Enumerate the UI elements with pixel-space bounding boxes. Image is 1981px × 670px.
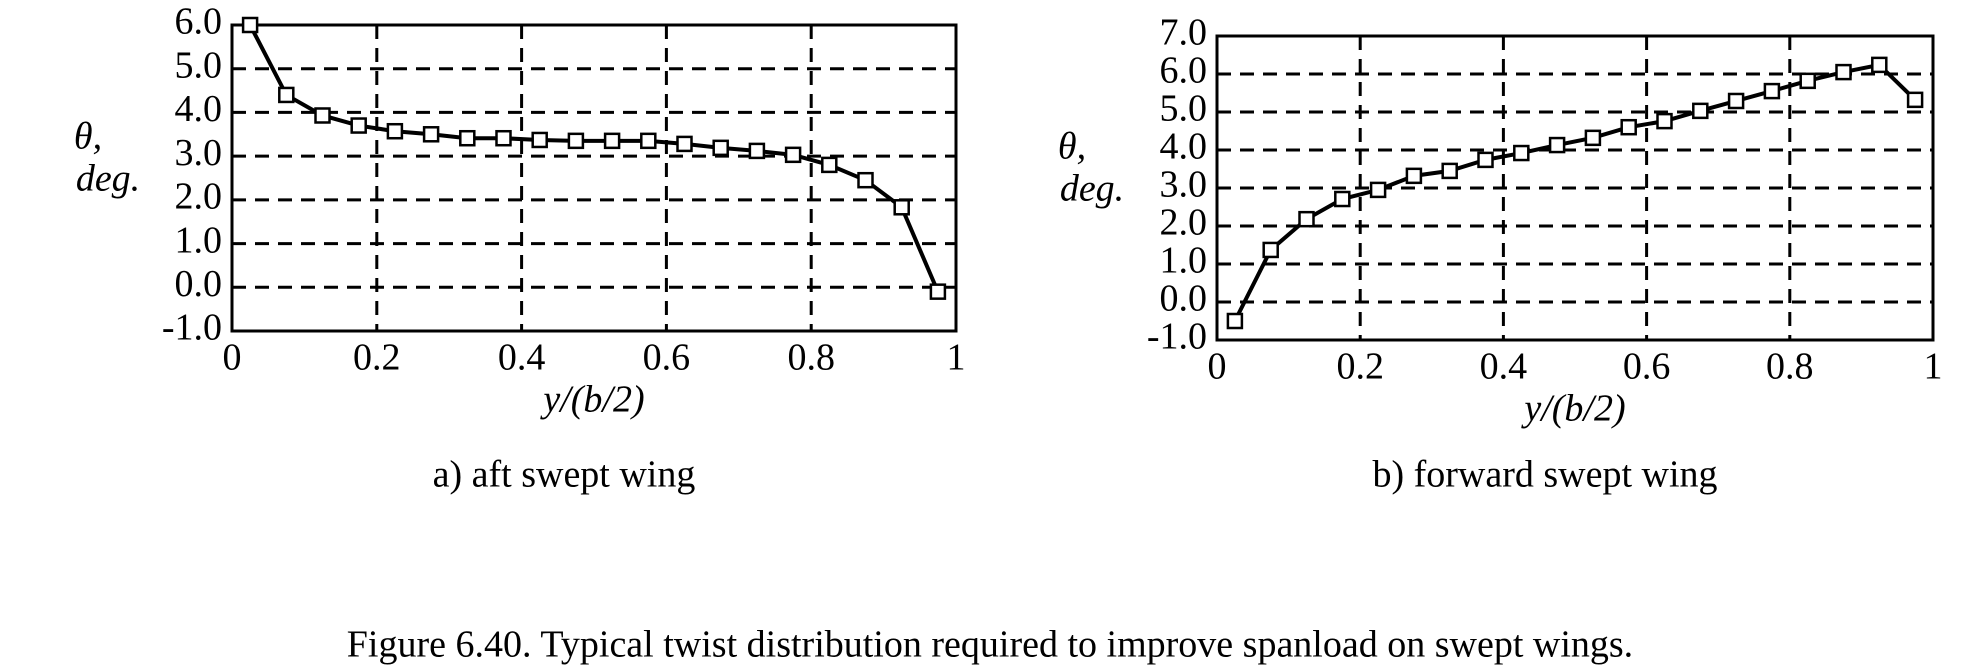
data-point <box>567 132 585 150</box>
y-axis-label: deg. <box>1060 168 1124 210</box>
y-tick-label: 2.0 <box>1160 202 1208 244</box>
data-point <box>893 199 910 216</box>
data-point <box>495 129 512 147</box>
data-point <box>1405 167 1423 185</box>
y-tick-label: 0.0 <box>175 263 223 305</box>
x-tick-label: 1 <box>1924 346 1943 388</box>
y-tick-label: 6.0 <box>175 1 223 43</box>
data-point <box>1298 210 1315 228</box>
data-point <box>712 139 729 157</box>
x-tick-label: 0.8 <box>1766 346 1814 388</box>
data-point <box>1548 136 1566 154</box>
data-point <box>314 107 331 124</box>
plot-frame <box>230 23 958 333</box>
data-point <box>676 135 693 153</box>
data-point <box>1477 151 1494 169</box>
y-tick-label: 6.0 <box>1160 50 1208 92</box>
figure-caption: Figure 6.40. Typical twist distribution … <box>347 624 1633 666</box>
data-point <box>386 122 404 140</box>
y-tick-label: 4.0 <box>1160 126 1208 168</box>
data-point <box>278 86 295 104</box>
data-point <box>350 117 367 134</box>
data-point <box>1441 162 1458 180</box>
plot-frame <box>1215 34 1935 342</box>
data-point <box>748 142 766 160</box>
data-point <box>1871 56 1888 74</box>
data-point <box>784 146 802 164</box>
data-point <box>459 129 476 147</box>
x-tick-label: 0 <box>223 337 242 379</box>
x-tick-label: 0.6 <box>643 337 691 379</box>
x-tick-label: 0.6 <box>1623 346 1671 388</box>
data-point <box>929 283 947 300</box>
data-point <box>1799 72 1816 90</box>
data-point <box>857 171 874 189</box>
data-point <box>1692 102 1709 120</box>
data-point <box>821 156 838 174</box>
chart-title: b) forward swept wing <box>1372 454 1717 496</box>
data-point <box>241 16 259 34</box>
y-axis-label: θ, <box>74 116 102 158</box>
y-tick-label: 3.0 <box>1160 164 1208 206</box>
chart-title: a) aft swept wing <box>433 454 696 496</box>
y-tick-label: 5.0 <box>175 44 223 86</box>
x-tick-label: 0.4 <box>498 337 546 379</box>
y-axis-label: θ, <box>1058 126 1086 168</box>
x-tick-label: 0.2 <box>1336 346 1384 388</box>
data-point <box>1513 144 1530 162</box>
data-point <box>1226 312 1244 330</box>
data-point <box>1334 190 1351 208</box>
y-tick-label: 3.0 <box>175 132 223 174</box>
y-tick-label: 0.0 <box>1160 278 1208 320</box>
x-tick-label: 0 <box>1208 346 1227 388</box>
data-point <box>603 132 621 150</box>
y-axis-label: deg. <box>76 158 140 200</box>
data-point <box>1906 91 1924 109</box>
x-tick-label: 1 <box>947 337 966 379</box>
y-tick-label: 4.0 <box>175 88 223 130</box>
y-tick-label: -1.0 <box>1147 316 1207 358</box>
data-point <box>531 131 548 149</box>
x-axis-label: y/(b/2) <box>539 379 644 421</box>
data-point <box>1835 63 1852 81</box>
y-tick-label: 7.0 <box>1160 12 1208 54</box>
x-tick-label: 0.8 <box>787 337 835 379</box>
data-point <box>640 132 657 150</box>
data-point <box>1727 92 1745 110</box>
data-point <box>1369 181 1387 199</box>
data-point <box>1656 112 1673 130</box>
data-point <box>1262 241 1279 259</box>
y-tick-label: 1.0 <box>175 219 223 261</box>
data-point <box>1620 118 1637 136</box>
y-tick-label: -1.0 <box>162 307 222 349</box>
data-point <box>1763 82 1781 100</box>
y-tick-label: 2.0 <box>175 176 223 218</box>
x-tick-label: 0.4 <box>1480 346 1528 388</box>
x-axis-label: y/(b/2) <box>1520 388 1625 430</box>
data-point <box>1584 129 1602 147</box>
y-tick-label: 5.0 <box>1160 88 1208 130</box>
data-point <box>422 126 440 143</box>
x-tick-label: 0.2 <box>353 337 401 379</box>
y-tick-label: 1.0 <box>1160 240 1208 282</box>
